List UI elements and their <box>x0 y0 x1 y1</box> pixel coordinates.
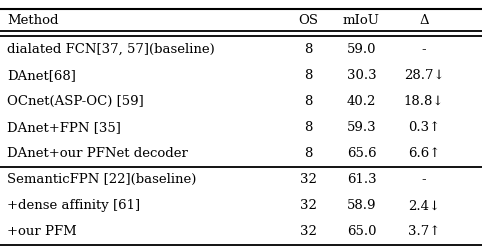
Text: 28.7↓: 28.7↓ <box>404 69 444 82</box>
Text: -: - <box>422 173 427 186</box>
Text: mIoU: mIoU <box>343 14 380 26</box>
Text: 6.6↑: 6.6↑ <box>408 147 441 160</box>
Text: dialated FCN[37, 57](baseline): dialated FCN[37, 57](baseline) <box>7 43 215 56</box>
Text: +dense affinity [61]: +dense affinity [61] <box>7 199 140 212</box>
Text: 59.3: 59.3 <box>347 121 376 134</box>
Text: DAnet+FPN [35]: DAnet+FPN [35] <box>7 121 121 134</box>
Text: 58.9: 58.9 <box>347 199 376 212</box>
Text: SemanticFPN [22](baseline): SemanticFPN [22](baseline) <box>7 173 197 186</box>
Text: 2.4↓: 2.4↓ <box>408 199 440 212</box>
Text: 8: 8 <box>304 147 313 160</box>
Text: OS: OS <box>298 14 319 26</box>
Text: 18.8↓: 18.8↓ <box>404 95 444 108</box>
Text: Method: Method <box>7 14 59 26</box>
Text: 40.2: 40.2 <box>347 95 376 108</box>
Text: 61.3: 61.3 <box>347 173 376 186</box>
Text: 32: 32 <box>300 199 317 212</box>
Text: 65.6: 65.6 <box>347 147 376 160</box>
Text: DAnet[68]: DAnet[68] <box>7 69 76 82</box>
Text: DAnet+our PFNet decoder: DAnet+our PFNet decoder <box>7 147 188 160</box>
Text: 0.3↑: 0.3↑ <box>408 121 440 134</box>
Text: Δ: Δ <box>419 14 429 26</box>
Text: OCnet(ASP-OC) [59]: OCnet(ASP-OC) [59] <box>7 95 144 108</box>
Text: 59.0: 59.0 <box>347 43 376 56</box>
Text: 8: 8 <box>304 43 313 56</box>
Text: 32: 32 <box>300 173 317 186</box>
Text: 8: 8 <box>304 95 313 108</box>
Text: 65.0: 65.0 <box>347 226 376 238</box>
Text: -: - <box>422 43 427 56</box>
Text: 32: 32 <box>300 226 317 238</box>
Text: 3.7↑: 3.7↑ <box>408 226 441 238</box>
Text: 8: 8 <box>304 69 313 82</box>
Text: +our PFM: +our PFM <box>7 226 77 238</box>
Text: 30.3: 30.3 <box>347 69 376 82</box>
Text: 8: 8 <box>304 121 313 134</box>
